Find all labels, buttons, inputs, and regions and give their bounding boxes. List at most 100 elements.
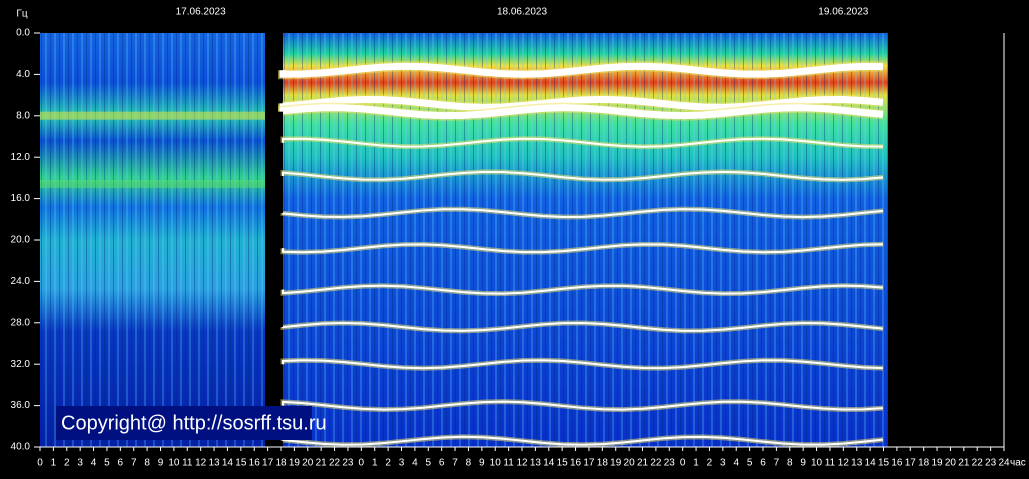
x-tick-label: 3: [720, 458, 726, 469]
band-line: [282, 400, 884, 411]
y-tick-label: 24.0: [11, 276, 31, 287]
band-line: [282, 170, 884, 181]
y-tick-label: 16.0: [11, 193, 31, 204]
x-tick-label: 8: [466, 458, 472, 469]
x-tick-label: 9: [479, 458, 485, 469]
x-tick-label: 5: [425, 458, 431, 469]
x-tick-label: 19: [931, 458, 943, 469]
x-tick-label: 1: [51, 458, 57, 469]
x-tick-label: 15: [557, 458, 569, 469]
copyright: Copyright@ http://sosrff.tsu.ru: [61, 412, 327, 434]
band-line: [282, 359, 884, 370]
x-axis-label: час: [1010, 458, 1026, 469]
y-tick-label: 32.0: [11, 359, 31, 370]
x-tick-label: 1: [372, 458, 378, 469]
x-tick-label: 13: [208, 458, 220, 469]
x-tick-label: 7: [131, 458, 137, 469]
resonance-bands: [40, 61, 884, 448]
x-tick-label: 17: [905, 458, 917, 469]
x-tick-label: 21: [637, 458, 649, 469]
copyright-box: [56, 406, 312, 440]
x-tick-label: 15: [235, 458, 247, 469]
x-tick-label: 9: [800, 458, 806, 469]
x-tick-label: 18: [275, 458, 287, 469]
x-tick-label: 8: [787, 458, 793, 469]
x-tick-label: 2: [385, 458, 391, 469]
band-line: [279, 104, 884, 120]
x-tick-label: 1: [693, 458, 699, 469]
band-glow: [40, 179, 265, 188]
x-tick-label: 0: [680, 458, 686, 469]
x-tick-label: 18: [918, 458, 930, 469]
x-tick-label: 12: [195, 458, 207, 469]
y-tick-label: 0.0: [16, 28, 30, 39]
y-tick-label: 20.0: [11, 235, 31, 246]
spectrogram-texture: [40, 33, 265, 447]
band-line: [279, 95, 884, 111]
x-tick-label: 0: [359, 458, 365, 469]
x-tick-label: 19: [289, 458, 301, 469]
y-tick-label: 40.0: [11, 442, 31, 453]
x-tick-label: 16: [570, 458, 582, 469]
x-tick-label: 17: [262, 458, 274, 469]
x-tick-label: 11: [503, 458, 514, 469]
x-tick-label: 18: [597, 458, 609, 469]
x-tick-label: 16: [249, 458, 261, 469]
y-tick-label: 8.0: [16, 110, 30, 121]
band-line: [282, 284, 884, 295]
x-tick-label: 5: [104, 458, 110, 469]
x-tick-label: 23: [664, 458, 676, 469]
y-tick-label: 28.0: [11, 317, 31, 328]
y-tick-label: 4.0: [16, 69, 30, 80]
y-tick-label: 36.0: [11, 400, 31, 411]
x-tick-label: 0: [37, 458, 43, 469]
x-tick-label: 9: [158, 458, 164, 469]
x-tick-label: 16: [891, 458, 903, 469]
x-tick-label: 22: [972, 458, 984, 469]
x-tick-label: 3: [77, 458, 83, 469]
x-tick-label: 12: [516, 458, 528, 469]
x-tick-label: 22: [650, 458, 662, 469]
x-tick-label: 19: [610, 458, 622, 469]
x-tick-label: 8: [144, 458, 150, 469]
x-tick-label: 21: [316, 458, 328, 469]
x-tick-label: 11: [825, 458, 836, 469]
x-tick-label: 14: [865, 458, 877, 469]
x-tick-label: 20: [302, 458, 314, 469]
x-tick-label: 22: [329, 458, 341, 469]
x-tick-label: 13: [851, 458, 863, 469]
x-tick-label: 7: [452, 458, 458, 469]
band-line: [282, 208, 884, 219]
x-tick-label: 15: [878, 458, 890, 469]
x-tick-label: 14: [543, 458, 555, 469]
x-tick-label: 6: [439, 458, 445, 469]
x-tick-label: 10: [490, 458, 502, 469]
x-tick-label: 3: [399, 458, 405, 469]
x-tick-label: 20: [945, 458, 957, 469]
x-tick-label: 20: [624, 458, 636, 469]
band-glow: [40, 111, 265, 120]
band-line: [282, 243, 884, 254]
x-tick-label: 12: [838, 458, 850, 469]
x-tick-label: 4: [91, 458, 97, 469]
x-tick-label: 23: [985, 458, 997, 469]
y-axis-label: Гц: [16, 9, 27, 20]
x-tick-label: 2: [64, 458, 70, 469]
x-tick-label: 24: [998, 458, 1010, 469]
x-tick-label: 10: [811, 458, 823, 469]
x-tick-label: 14: [222, 458, 234, 469]
band-line: [279, 62, 884, 78]
x-tick-label: 17: [583, 458, 595, 469]
x-tick-label: 13: [530, 458, 542, 469]
x-tick-label: 23: [342, 458, 354, 469]
band-line: [282, 321, 884, 332]
band-line: [282, 137, 884, 148]
x-tick-label: 5: [747, 458, 753, 469]
date-label: 19.06.2023: [818, 7, 868, 18]
x-tick-label: 7: [774, 458, 780, 469]
x-tick-label: 2: [707, 458, 713, 469]
x-tick-label: 10: [168, 458, 180, 469]
x-tick-label: 4: [412, 458, 418, 469]
